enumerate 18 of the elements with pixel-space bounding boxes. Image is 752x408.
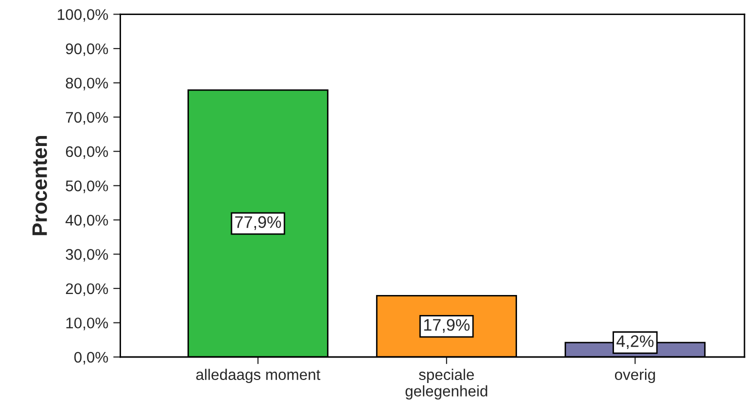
y-tick-label: 60,0% <box>66 146 108 159</box>
y-tick-label: 40,0% <box>66 214 108 228</box>
data-label: 17,9% <box>424 319 470 333</box>
y-tick-label: 70,0% <box>66 112 108 125</box>
y-tick-label: 100,0% <box>58 9 108 22</box>
data-label: 77,9% <box>235 216 282 230</box>
y-tick-label: 90,0% <box>66 43 108 56</box>
y-tick-label: 10,0% <box>66 318 108 330</box>
y-tick-label: 0,0% <box>74 352 108 364</box>
y-tick-label: 20,0% <box>66 283 108 296</box>
data-label: 4,2% <box>616 335 654 350</box>
x-tick-label: alledaags moment <box>196 368 320 384</box>
y-axis-title: Procenten <box>32 136 48 236</box>
x-tick-label: speciale gelegenheid <box>406 368 488 400</box>
y-tick-label: 50,0% <box>66 180 108 194</box>
x-tick-label: overig <box>614 368 655 384</box>
y-tick-label: 80,0% <box>66 78 108 90</box>
y-tick-label: 30,0% <box>66 249 108 262</box>
